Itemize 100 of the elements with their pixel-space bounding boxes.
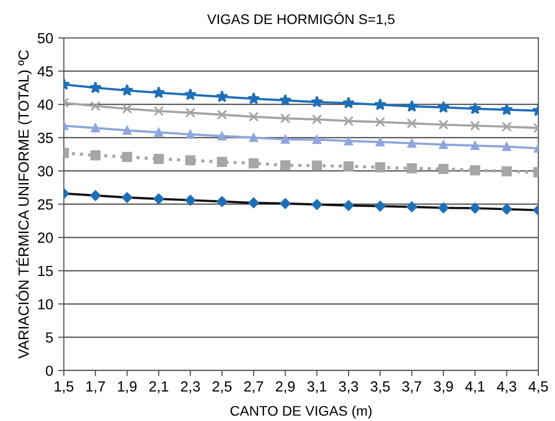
y-tick-label: 30	[38, 166, 53, 176]
point	[186, 130, 195, 139]
y-tick-label: 10	[38, 299, 53, 310]
x-tick-label: 3,7	[402, 381, 422, 394]
y-tick-label: 25	[38, 199, 53, 210]
point	[438, 120, 449, 130]
x-tick-label: 1,5	[54, 381, 74, 394]
point	[247, 92, 260, 104]
point	[216, 156, 228, 168]
x-axis-title: CANTO DE VIGAS (m)	[230, 406, 372, 419]
x-tick-label: 2,9	[276, 381, 295, 394]
point	[154, 106, 164, 116]
point	[216, 110, 228, 120]
point	[279, 94, 292, 106]
point	[152, 86, 165, 98]
point	[185, 155, 196, 166]
point	[470, 141, 480, 150]
y-tick-label: 35	[38, 132, 53, 144]
point	[249, 133, 258, 142]
y-tick-label: 0	[46, 366, 53, 376]
point	[342, 96, 355, 108]
point	[470, 202, 480, 214]
point	[248, 198, 259, 208]
point	[280, 134, 290, 144]
point	[122, 192, 132, 203]
x-tick-label: 2,3	[180, 381, 200, 394]
point	[470, 165, 480, 176]
x-tick-label: 4,3	[496, 381, 516, 394]
y-tick-label: 40	[38, 100, 53, 110]
y-tick-label: 15	[38, 266, 53, 276]
point	[500, 103, 513, 116]
point	[280, 198, 291, 209]
point	[343, 116, 354, 126]
point	[122, 104, 132, 114]
point	[407, 138, 416, 148]
point	[90, 150, 101, 160]
x-tick-label: 4,1	[465, 381, 485, 394]
point	[437, 100, 450, 113]
y-tick-label: 45	[38, 66, 53, 77]
point	[343, 161, 354, 172]
point	[468, 102, 482, 114]
y-axis-title: VARIACIÓN TÉRMICA UNIFORME (TOTAL) ºC	[16, 50, 32, 359]
point	[470, 120, 480, 131]
point	[185, 108, 196, 118]
point	[91, 124, 100, 132]
point	[89, 81, 102, 94]
point	[184, 88, 197, 100]
point	[248, 158, 259, 168]
point	[374, 200, 386, 212]
point	[216, 196, 228, 207]
point	[406, 100, 418, 112]
x-tick-label: 2,7	[244, 381, 264, 394]
point	[502, 142, 512, 152]
x-tick-label: 3,1	[307, 381, 326, 394]
point	[376, 138, 385, 146]
point	[185, 194, 196, 206]
x-tick-label: 2,1	[149, 381, 168, 394]
point	[374, 98, 386, 110]
point	[154, 154, 164, 164]
point	[501, 204, 512, 214]
point	[406, 163, 417, 174]
chart-title: VIGAS DE HORMIGÓN S=1,5	[207, 12, 394, 26]
point	[406, 202, 418, 212]
point	[344, 136, 353, 146]
point	[312, 160, 322, 171]
x-tick-label: 2,5	[212, 381, 232, 394]
point	[439, 140, 448, 150]
point	[406, 118, 417, 128]
point	[280, 113, 290, 124]
point	[343, 200, 354, 211]
point	[154, 128, 164, 137]
point	[502, 122, 512, 132]
x-tick-label: 4,5	[528, 381, 548, 394]
x-tick-label: 1,7	[86, 381, 105, 394]
point	[216, 90, 228, 102]
point	[312, 114, 322, 124]
point	[375, 162, 386, 172]
point	[218, 132, 226, 140]
y-tick-label: 20	[38, 232, 53, 243]
x-tick-label: 1,9	[118, 381, 137, 394]
point	[310, 96, 324, 108]
point	[375, 116, 386, 128]
point	[312, 199, 322, 210]
x-tick-label: 3,9	[434, 381, 453, 394]
point	[312, 135, 322, 144]
y-tick-label: 5	[46, 332, 53, 343]
point	[122, 152, 132, 162]
x-tick-label: 3,5	[370, 381, 390, 394]
point	[90, 101, 101, 112]
point	[122, 126, 132, 135]
point	[280, 160, 290, 170]
point	[153, 194, 164, 204]
y-tick-label: 50	[38, 32, 53, 44]
point	[90, 190, 101, 201]
point	[438, 202, 449, 214]
x-tick-label: 3,3	[338, 381, 358, 394]
point	[248, 112, 259, 122]
point	[502, 166, 512, 176]
point	[120, 84, 134, 96]
point	[438, 164, 449, 174]
